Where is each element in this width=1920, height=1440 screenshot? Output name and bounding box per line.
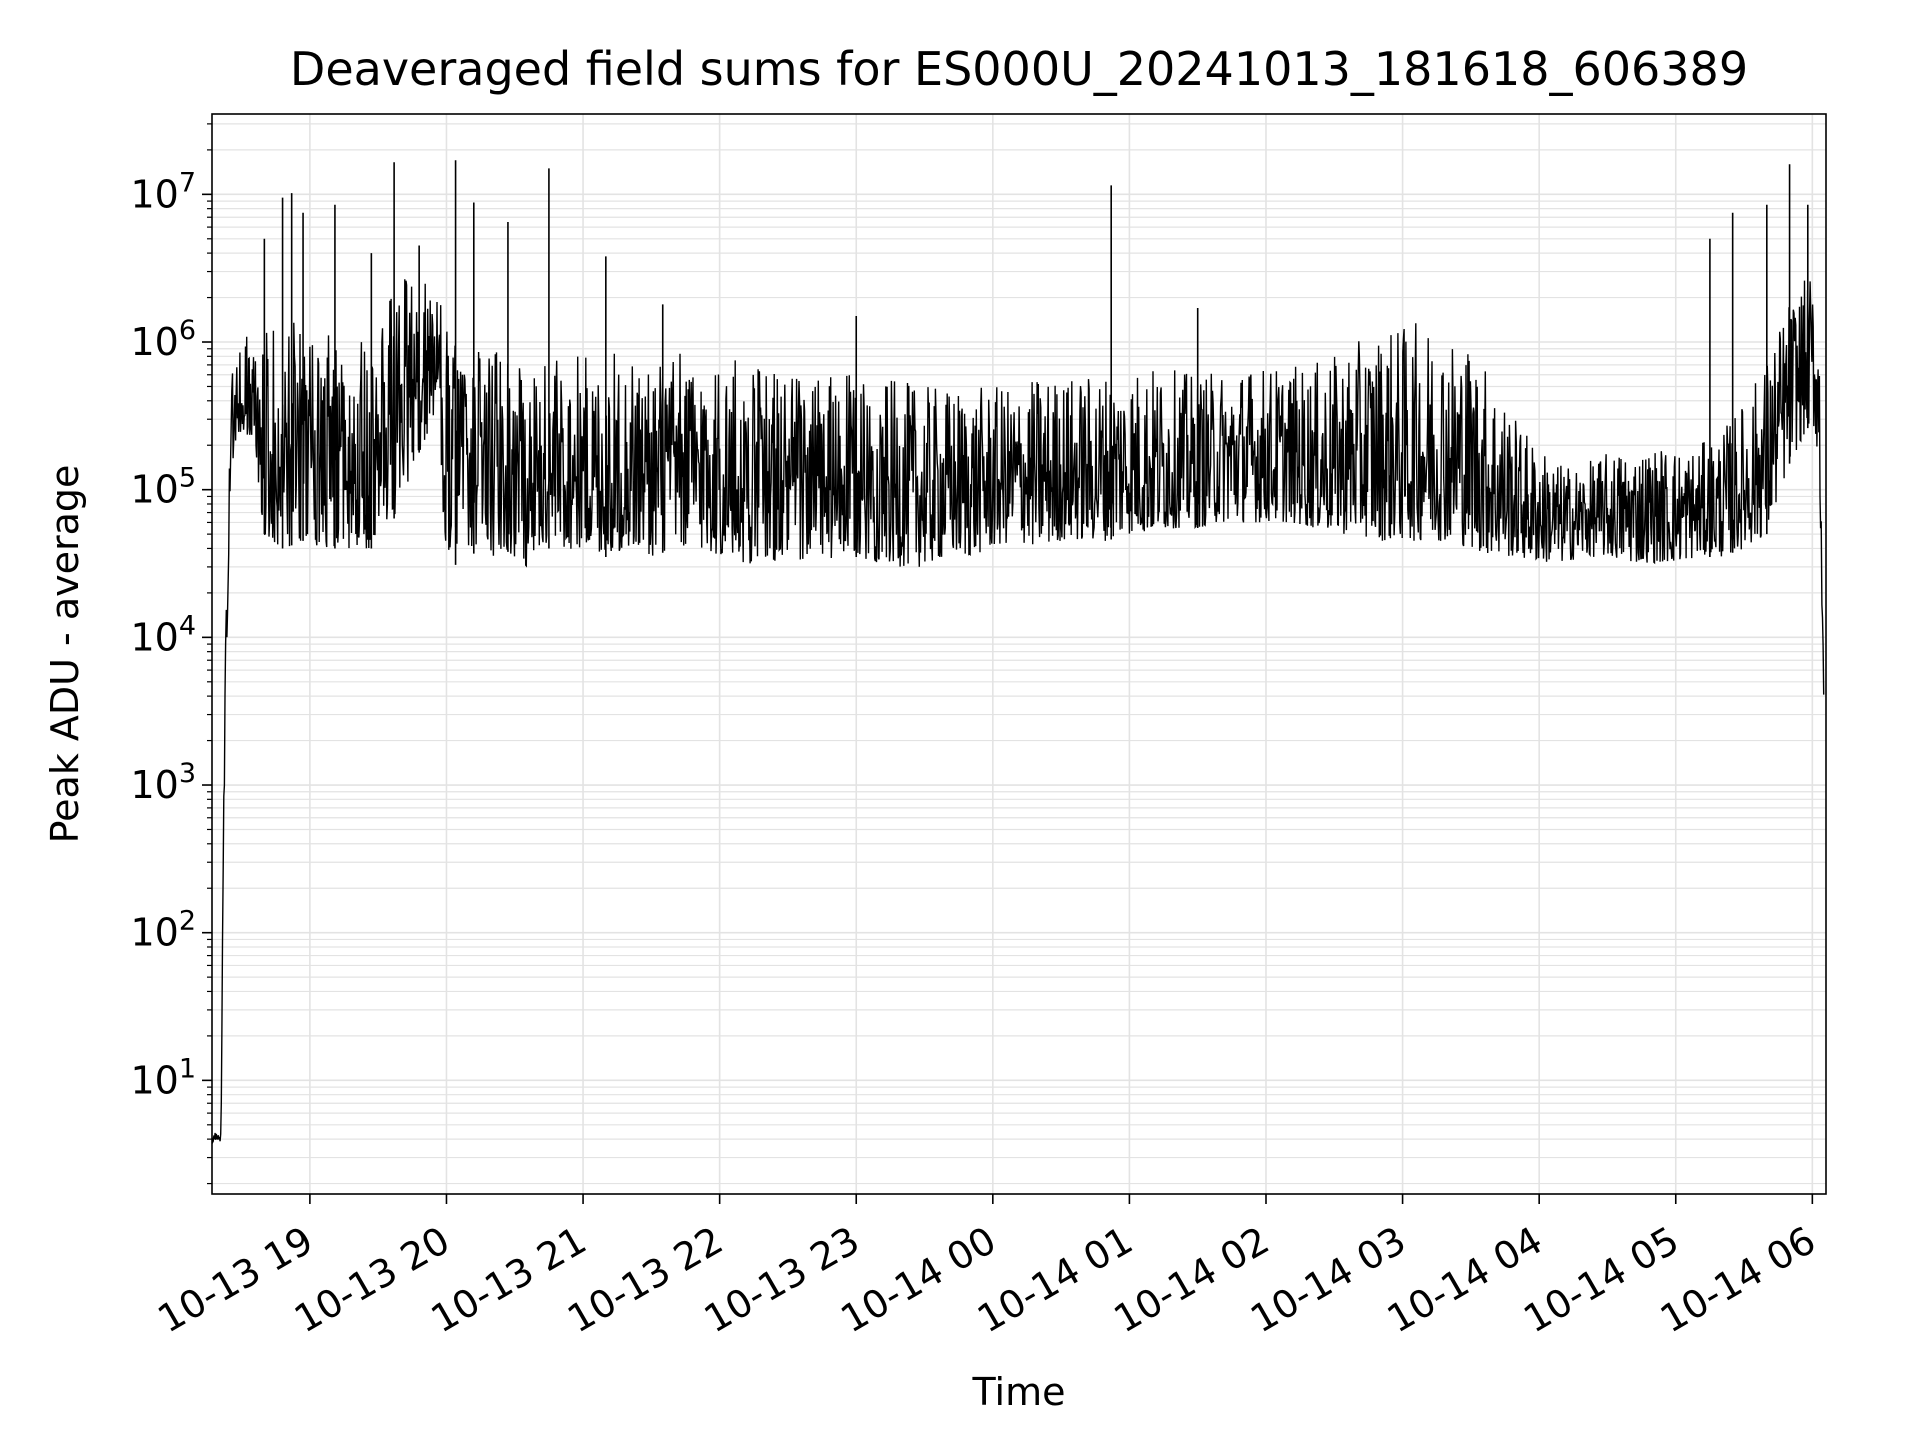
- y-tick-label: 103: [130, 758, 196, 807]
- series-line: [212, 279, 1825, 1145]
- y-tick-label: 107: [130, 167, 196, 216]
- y-axis: 101 102 103 104 105 106 107: [130, 123, 212, 1185]
- y-tick-label: 101: [130, 1053, 196, 1102]
- y-tick-label: 104: [130, 610, 196, 659]
- chart-title: Deaveraged field sums for ES000U_2024101…: [290, 42, 1748, 96]
- grid-lines: [212, 114, 1826, 1194]
- y-tick-label: 106: [130, 315, 196, 364]
- data-series: [212, 160, 1825, 1145]
- y-axis-label: Peak ADU - average: [43, 465, 87, 844]
- y-tick-label: 105: [130, 463, 196, 512]
- x-axis-label: Time: [972, 1370, 1066, 1414]
- plot-frame: [211, 113, 1827, 1195]
- plot-area: [212, 160, 1825, 1145]
- y-tick-label: 102: [130, 906, 196, 955]
